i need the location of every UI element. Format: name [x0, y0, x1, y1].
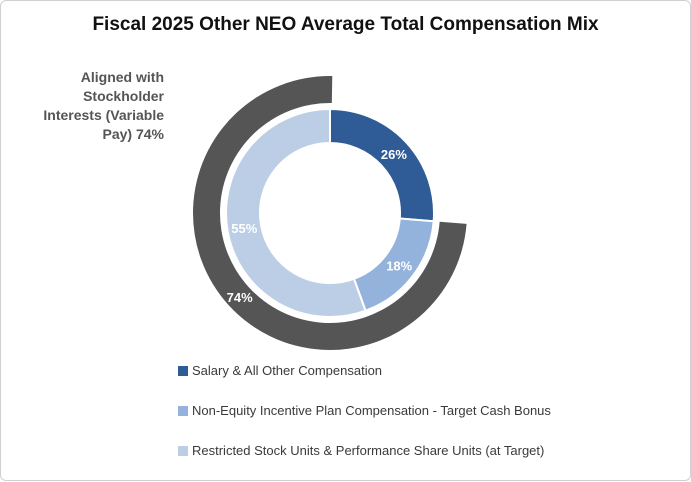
legend-label-salary: Salary & All Other Compensation	[192, 363, 383, 378]
callout-line-1: Aligned with	[80, 69, 164, 85]
callout-line-4: Pay) 74%	[102, 126, 164, 142]
slice-stock-units	[225, 107, 367, 318]
legend-swatch-salary	[178, 366, 188, 376]
legend-label-cash-bonus: Non-Equity Incentive Plan Compensation -…	[192, 403, 551, 418]
chart-title: Fiscal 2025 Other NEO Average Total Comp…	[92, 14, 599, 35]
legend-swatch-cash-bonus	[178, 406, 188, 416]
label-salary: 26%	[381, 147, 407, 162]
label-cash-bonus: 18%	[386, 259, 412, 274]
label-stock-units: 55%	[231, 221, 257, 236]
label-variable-pay: 74%	[227, 290, 253, 305]
slice-salary	[329, 107, 435, 223]
legend-swatch-stock-units	[178, 446, 188, 456]
callout-line-3: Interests (Variable	[43, 107, 164, 123]
callout-line-2: Stockholder	[83, 88, 164, 104]
legend-label-stock-units: Restricted Stock Units & Performance Sha…	[192, 443, 545, 458]
variable-pay-callout: Aligned with Stockholder Interests (Vari…	[4, 68, 164, 144]
